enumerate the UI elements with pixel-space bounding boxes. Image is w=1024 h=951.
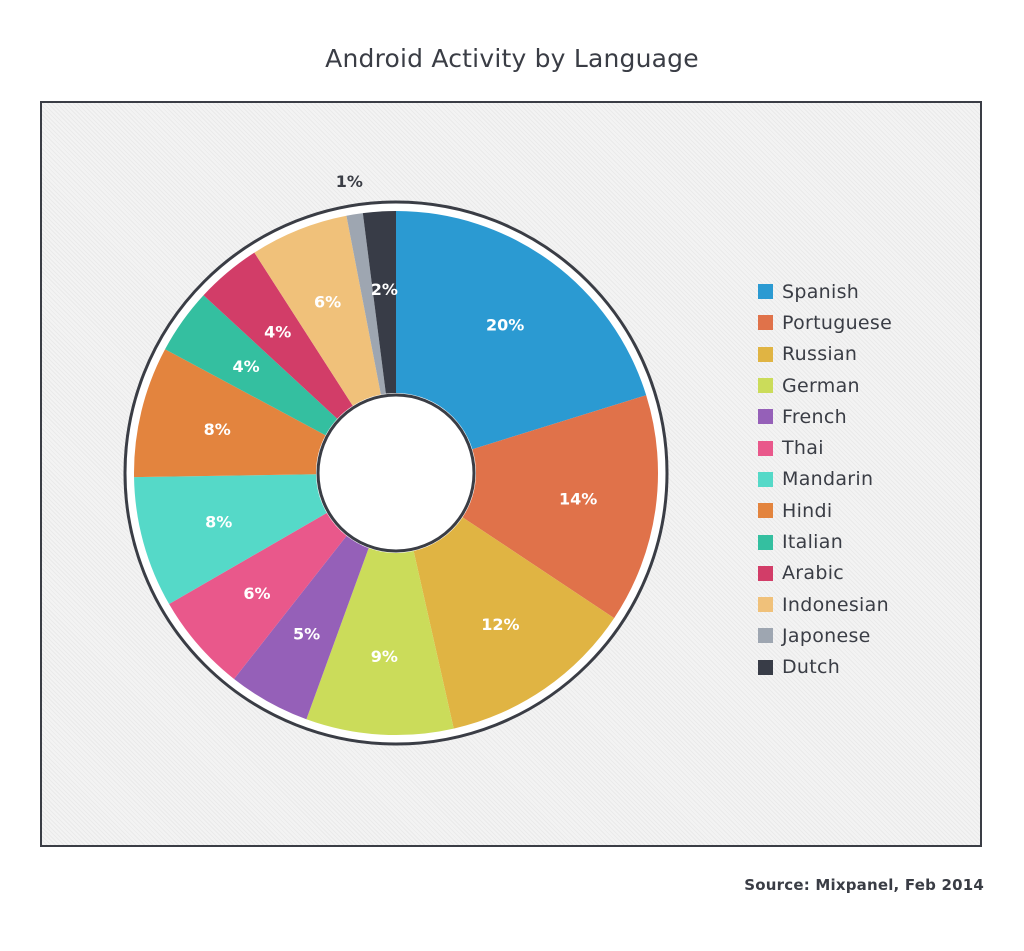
slice-label-german: 9% — [371, 647, 398, 666]
slice-label-portuguese: 14% — [559, 490, 597, 509]
legend-swatch — [758, 659, 773, 675]
legend-swatch — [758, 284, 773, 300]
slice-dutch — [362, 211, 396, 394]
legend-swatch — [758, 503, 773, 519]
legend-label: French — [782, 405, 847, 428]
slice-label-indonesian: 6% — [314, 293, 341, 312]
slice-arabic — [203, 252, 353, 419]
legend: Spanish Portuguese Russian German French Thai… — [758, 276, 978, 683]
legend-item-japonese: Japonese — [758, 620, 978, 651]
legend-swatch — [758, 440, 773, 456]
slice-label-italian: 4% — [233, 357, 260, 376]
legend-label: Thai — [782, 437, 824, 460]
legend-item-italian: Italian — [758, 526, 978, 557]
slice-spanish — [396, 211, 647, 450]
slice-label-russian: 12% — [481, 615, 519, 634]
slice-japonese — [346, 213, 386, 395]
slice-label-french: 5% — [293, 624, 320, 643]
slice-label-mandarin: 8% — [205, 513, 232, 532]
legend-swatch — [758, 597, 773, 613]
slice-indonesian — [254, 215, 381, 406]
legend-item-thai: Thai — [758, 432, 978, 463]
legend-label: Portuguese — [782, 311, 893, 334]
legend-swatch — [758, 315, 773, 331]
slice-hindi — [133, 349, 326, 478]
legend-label: German — [782, 374, 860, 397]
slice-russian — [413, 517, 615, 729]
slice-label-spanish: 20% — [486, 315, 524, 334]
legend-label: Indonesian — [782, 593, 889, 616]
legend-label: Russian — [782, 343, 858, 366]
legend-item-hindi: Hindi — [758, 495, 978, 526]
donut-center-hole — [316, 393, 476, 553]
slice-french — [234, 535, 369, 720]
slice-label-thai: 6% — [243, 584, 270, 603]
legend-item-arabic: Arabic — [758, 558, 978, 589]
legend-label: Spanish — [782, 280, 860, 303]
source-note: Source: Mixpanel, Feb 2014 — [744, 876, 984, 894]
legend-swatch — [758, 628, 773, 644]
legend-swatch — [758, 534, 773, 550]
slice-thai — [169, 513, 347, 679]
legend-label: Italian — [782, 531, 844, 554]
legend-item-portuguese: Portuguese — [758, 307, 978, 338]
slice-italian — [165, 295, 338, 436]
legend-swatch — [758, 565, 773, 581]
legend-item-dutch: Dutch — [758, 652, 978, 683]
slice-label-arabic: 4% — [264, 323, 291, 342]
slice-label-hindi: 8% — [204, 420, 231, 439]
slice-german — [306, 548, 454, 735]
legend-item-indonesian: Indonesian — [758, 589, 978, 620]
legend-label: Dutch — [782, 656, 841, 679]
legend-item-russian: Russian — [758, 339, 978, 370]
slice-label-dutch: 2% — [371, 280, 398, 299]
legend-label: Hindi — [782, 499, 833, 522]
legend-item-mandarin: Mandarin — [758, 464, 978, 495]
legend-label: Arabic — [782, 562, 845, 585]
legend-swatch — [758, 409, 773, 425]
slice-mandarin — [134, 474, 327, 604]
legend-item-german: German — [758, 370, 978, 401]
legend-swatch — [758, 471, 773, 487]
legend-item-spanish: Spanish — [758, 276, 978, 307]
slice-label-japonese: 1% — [336, 172, 363, 191]
slice-portuguese — [462, 395, 658, 619]
legend-label: Japonese — [782, 624, 871, 647]
chart-title: Android Activity by Language — [325, 44, 699, 73]
legend-item-french: French — [758, 401, 978, 432]
legend-swatch — [758, 378, 773, 394]
legend-label: Mandarin — [782, 468, 874, 491]
legend-swatch — [758, 346, 773, 362]
